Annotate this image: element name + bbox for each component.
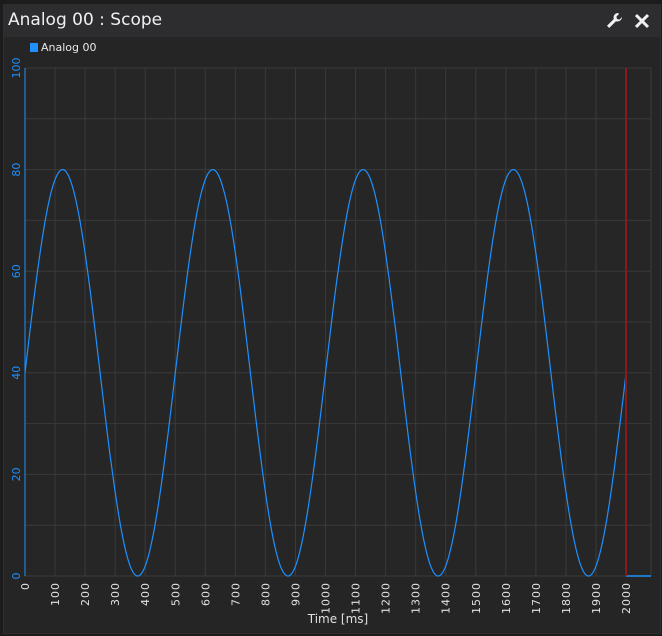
x-tick-label: 100 — [49, 582, 62, 606]
legend: Analog 00 — [30, 41, 97, 54]
x-tick-label: 900 — [289, 582, 302, 606]
x-axis-label: Time [ms] — [307, 612, 369, 626]
x-tick-label: 1500 — [470, 582, 483, 614]
x-tick-label: 1700 — [530, 582, 543, 614]
y-tick-label: 40 — [10, 366, 23, 380]
y-tick-label: 100 — [10, 58, 23, 79]
window-title: Analog 00 : Scope — [8, 10, 163, 30]
x-tick-label: 1000 — [320, 582, 333, 614]
legend-label: Analog 00 — [41, 41, 97, 54]
x-tick-label: 1200 — [380, 582, 393, 614]
x-tick-label: 300 — [109, 582, 122, 606]
y-tick-label: 0 — [10, 573, 23, 580]
x-tick-label: 0 — [19, 582, 32, 590]
x-tick-label: 200 — [79, 582, 92, 606]
x-tick-label: 400 — [139, 582, 152, 606]
x-tick-label: 2000 — [620, 582, 633, 614]
y-tick-label: 60 — [10, 264, 23, 278]
legend-swatch — [30, 43, 38, 52]
y-tick-label: 20 — [10, 467, 23, 481]
x-tick-label: 600 — [199, 582, 212, 606]
close-icon[interactable] — [632, 11, 652, 31]
x-tick-label: 1600 — [500, 582, 513, 614]
y-tick-label: 80 — [10, 163, 23, 177]
x-tick-label: 700 — [229, 582, 242, 606]
title-bar: Analog 00 : Scope — [4, 5, 660, 37]
x-tick-label: 800 — [259, 582, 272, 606]
x-tick-label: 1400 — [440, 582, 453, 614]
x-tick-label: 1900 — [590, 582, 603, 614]
x-tick-label: 1100 — [350, 582, 363, 614]
x-tick-label: 1800 — [560, 582, 573, 614]
wrench-icon[interactable] — [604, 11, 624, 31]
x-tick-label: 1300 — [410, 582, 423, 614]
x-tick-label: 500 — [169, 582, 182, 606]
series-line-analog-00 — [24, 169, 627, 577]
